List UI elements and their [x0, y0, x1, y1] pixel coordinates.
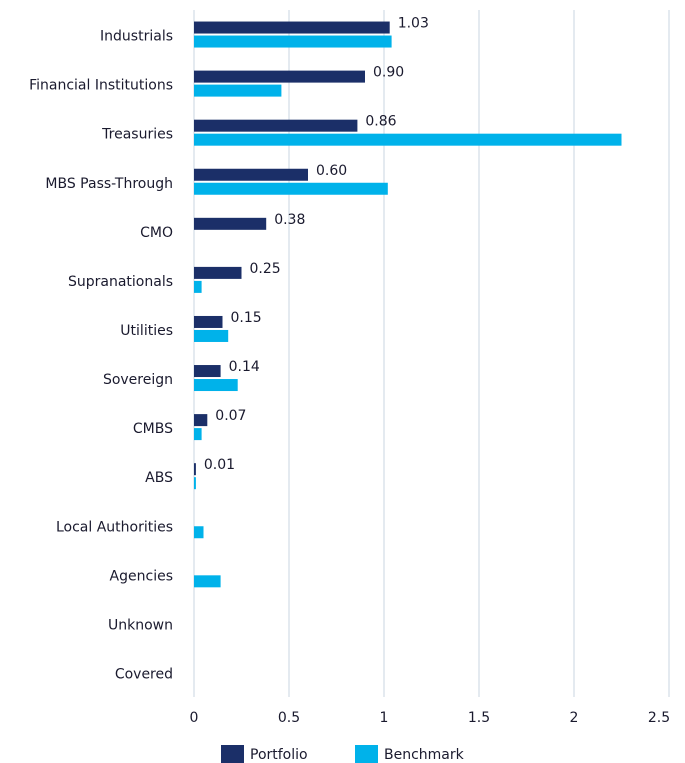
- data-label: 0.38: [274, 212, 305, 228]
- bar: [194, 329, 229, 342]
- legend-swatch: [221, 745, 244, 763]
- x-tick-label: 0.5: [278, 710, 300, 726]
- y-tick-label: Financial Institutions: [29, 78, 173, 94]
- bar: [194, 414, 208, 427]
- bar: [194, 119, 358, 132]
- y-tick-label: Utilities: [120, 323, 173, 339]
- x-tick-label: 1.5: [468, 710, 490, 726]
- bar: [194, 21, 390, 34]
- x-tick-label: 2: [570, 710, 579, 726]
- bar: [194, 280, 202, 293]
- bar: [194, 35, 392, 48]
- data-label: 0.25: [250, 261, 281, 277]
- data-label: 0.86: [365, 114, 396, 130]
- legend-label: Portfolio: [250, 747, 308, 763]
- data-label: 0.14: [229, 359, 260, 375]
- bar: [194, 182, 388, 195]
- y-tick-label: Industrials: [100, 29, 173, 45]
- bar: [194, 315, 223, 328]
- x-tick-label: 2.5: [648, 710, 670, 726]
- x-tick-label: 1: [380, 710, 389, 726]
- y-tick-label: Agencies: [110, 568, 173, 584]
- bar: [194, 575, 221, 588]
- data-label: 0.07: [215, 408, 246, 424]
- bar: [194, 365, 221, 378]
- y-tick-label: CMBS: [133, 421, 173, 437]
- data-label: 0.90: [373, 65, 404, 81]
- legend-label: Benchmark: [384, 747, 465, 763]
- y-tick-label: MBS Pass-Through: [45, 176, 173, 192]
- y-tick-label: Local Authorities: [56, 519, 173, 535]
- y-tick-label: Treasuries: [101, 127, 173, 143]
- data-label: 0.01: [204, 457, 235, 473]
- y-tick-label: Supranationals: [68, 274, 173, 290]
- bar: [194, 168, 308, 181]
- data-label: 0.60: [316, 163, 347, 179]
- bar: [194, 428, 202, 441]
- bar: [194, 70, 365, 83]
- bar: [194, 84, 282, 97]
- bar: [194, 526, 204, 539]
- bar: [194, 266, 242, 279]
- data-label: 0.15: [231, 310, 262, 326]
- y-tick-label: CMO: [140, 225, 173, 241]
- y-tick-label: Covered: [115, 666, 173, 682]
- bar: [194, 217, 267, 230]
- bar: [194, 463, 196, 476]
- legend-swatch: [355, 745, 378, 763]
- y-tick-label: Sovereign: [103, 372, 173, 388]
- y-tick-label: ABS: [145, 470, 173, 486]
- data-label: 1.03: [398, 16, 429, 32]
- x-tick-label: 0: [190, 710, 199, 726]
- bar: [194, 133, 622, 146]
- bar: [194, 477, 196, 490]
- bar: [194, 379, 238, 392]
- y-tick-label: Unknown: [108, 617, 173, 633]
